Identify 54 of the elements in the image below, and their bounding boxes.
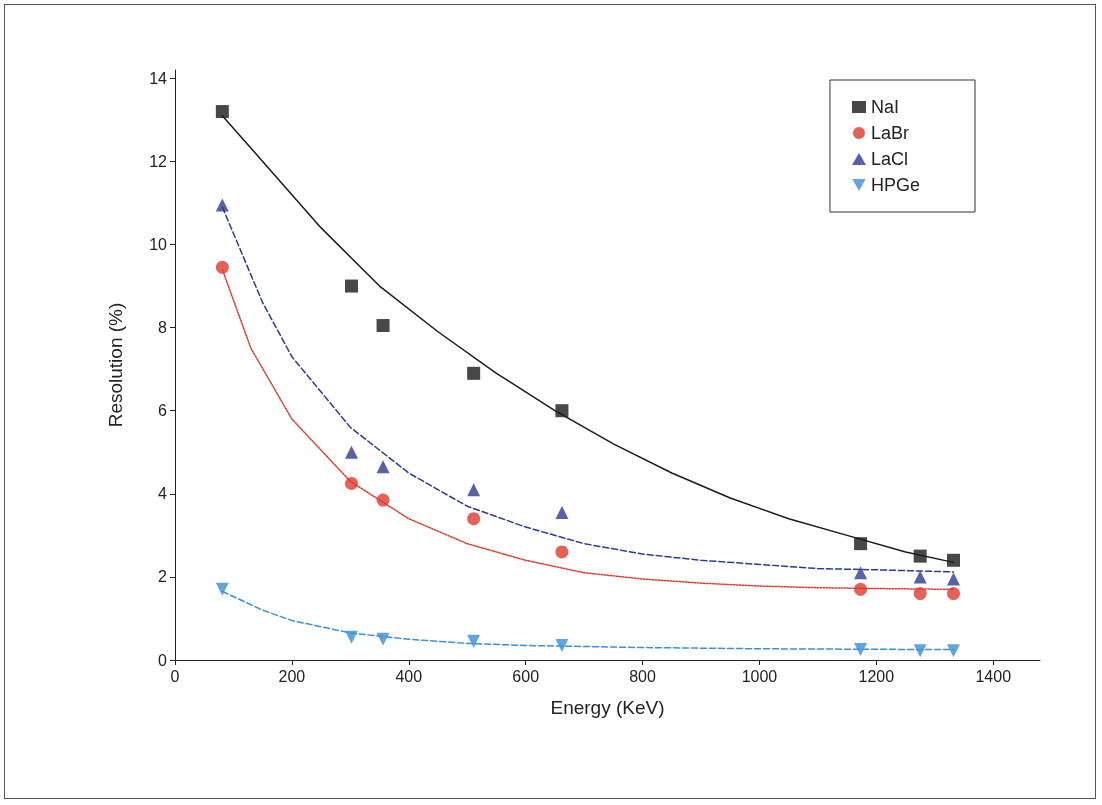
point — [854, 643, 868, 657]
legend-label: LaBr — [870, 123, 910, 143]
point — [376, 632, 390, 646]
point — [215, 198, 229, 212]
x-tick-label: 1400 — [975, 667, 1012, 685]
legend-label: LaCl — [870, 149, 909, 169]
point — [854, 582, 868, 596]
point — [345, 279, 359, 293]
point — [555, 638, 569, 652]
legend-label: HPGe — [870, 175, 921, 195]
point — [376, 460, 390, 474]
point — [215, 582, 229, 596]
x-tick-label: 0 — [170, 667, 180, 685]
point — [215, 260, 229, 274]
point — [345, 476, 359, 490]
point — [345, 445, 359, 459]
x-tick-label: 400 — [395, 667, 423, 685]
y-tick-label: 14 — [149, 69, 168, 87]
x-axis-title: Energy (KeV) — [550, 697, 665, 718]
point — [467, 366, 481, 380]
point — [854, 566, 868, 580]
y-tick-label: 0 — [158, 651, 168, 669]
point — [467, 634, 481, 648]
x-tick-label: 600 — [512, 667, 540, 685]
point — [467, 512, 481, 526]
x-tick-label: 200 — [278, 667, 306, 685]
point — [555, 545, 569, 559]
point — [345, 630, 359, 644]
point — [376, 493, 390, 507]
point — [913, 587, 927, 601]
point — [913, 570, 927, 584]
legend-label: NaI — [870, 97, 899, 117]
point — [854, 537, 868, 551]
x-tick-label: 1000 — [741, 667, 778, 685]
x-tick-label: 800 — [629, 667, 657, 685]
point — [913, 549, 927, 563]
y-tick-label: 8 — [158, 319, 168, 337]
y-tick-label: 4 — [158, 485, 168, 503]
point — [913, 644, 927, 658]
point — [947, 644, 960, 658]
point — [555, 506, 569, 519]
point — [555, 404, 569, 418]
y-tick-label: 10 — [149, 236, 168, 254]
y-tick-label: 12 — [149, 152, 168, 170]
point — [376, 319, 390, 333]
y-tick-label: 2 — [158, 568, 168, 586]
y-tick-label: 6 — [158, 402, 168, 420]
point — [467, 483, 481, 497]
point — [947, 553, 960, 567]
point — [215, 105, 229, 119]
point — [947, 587, 960, 601]
y-axis-title: Resolution (%) — [105, 302, 126, 428]
x-tick-label: 1200 — [858, 667, 895, 685]
point — [947, 572, 960, 586]
